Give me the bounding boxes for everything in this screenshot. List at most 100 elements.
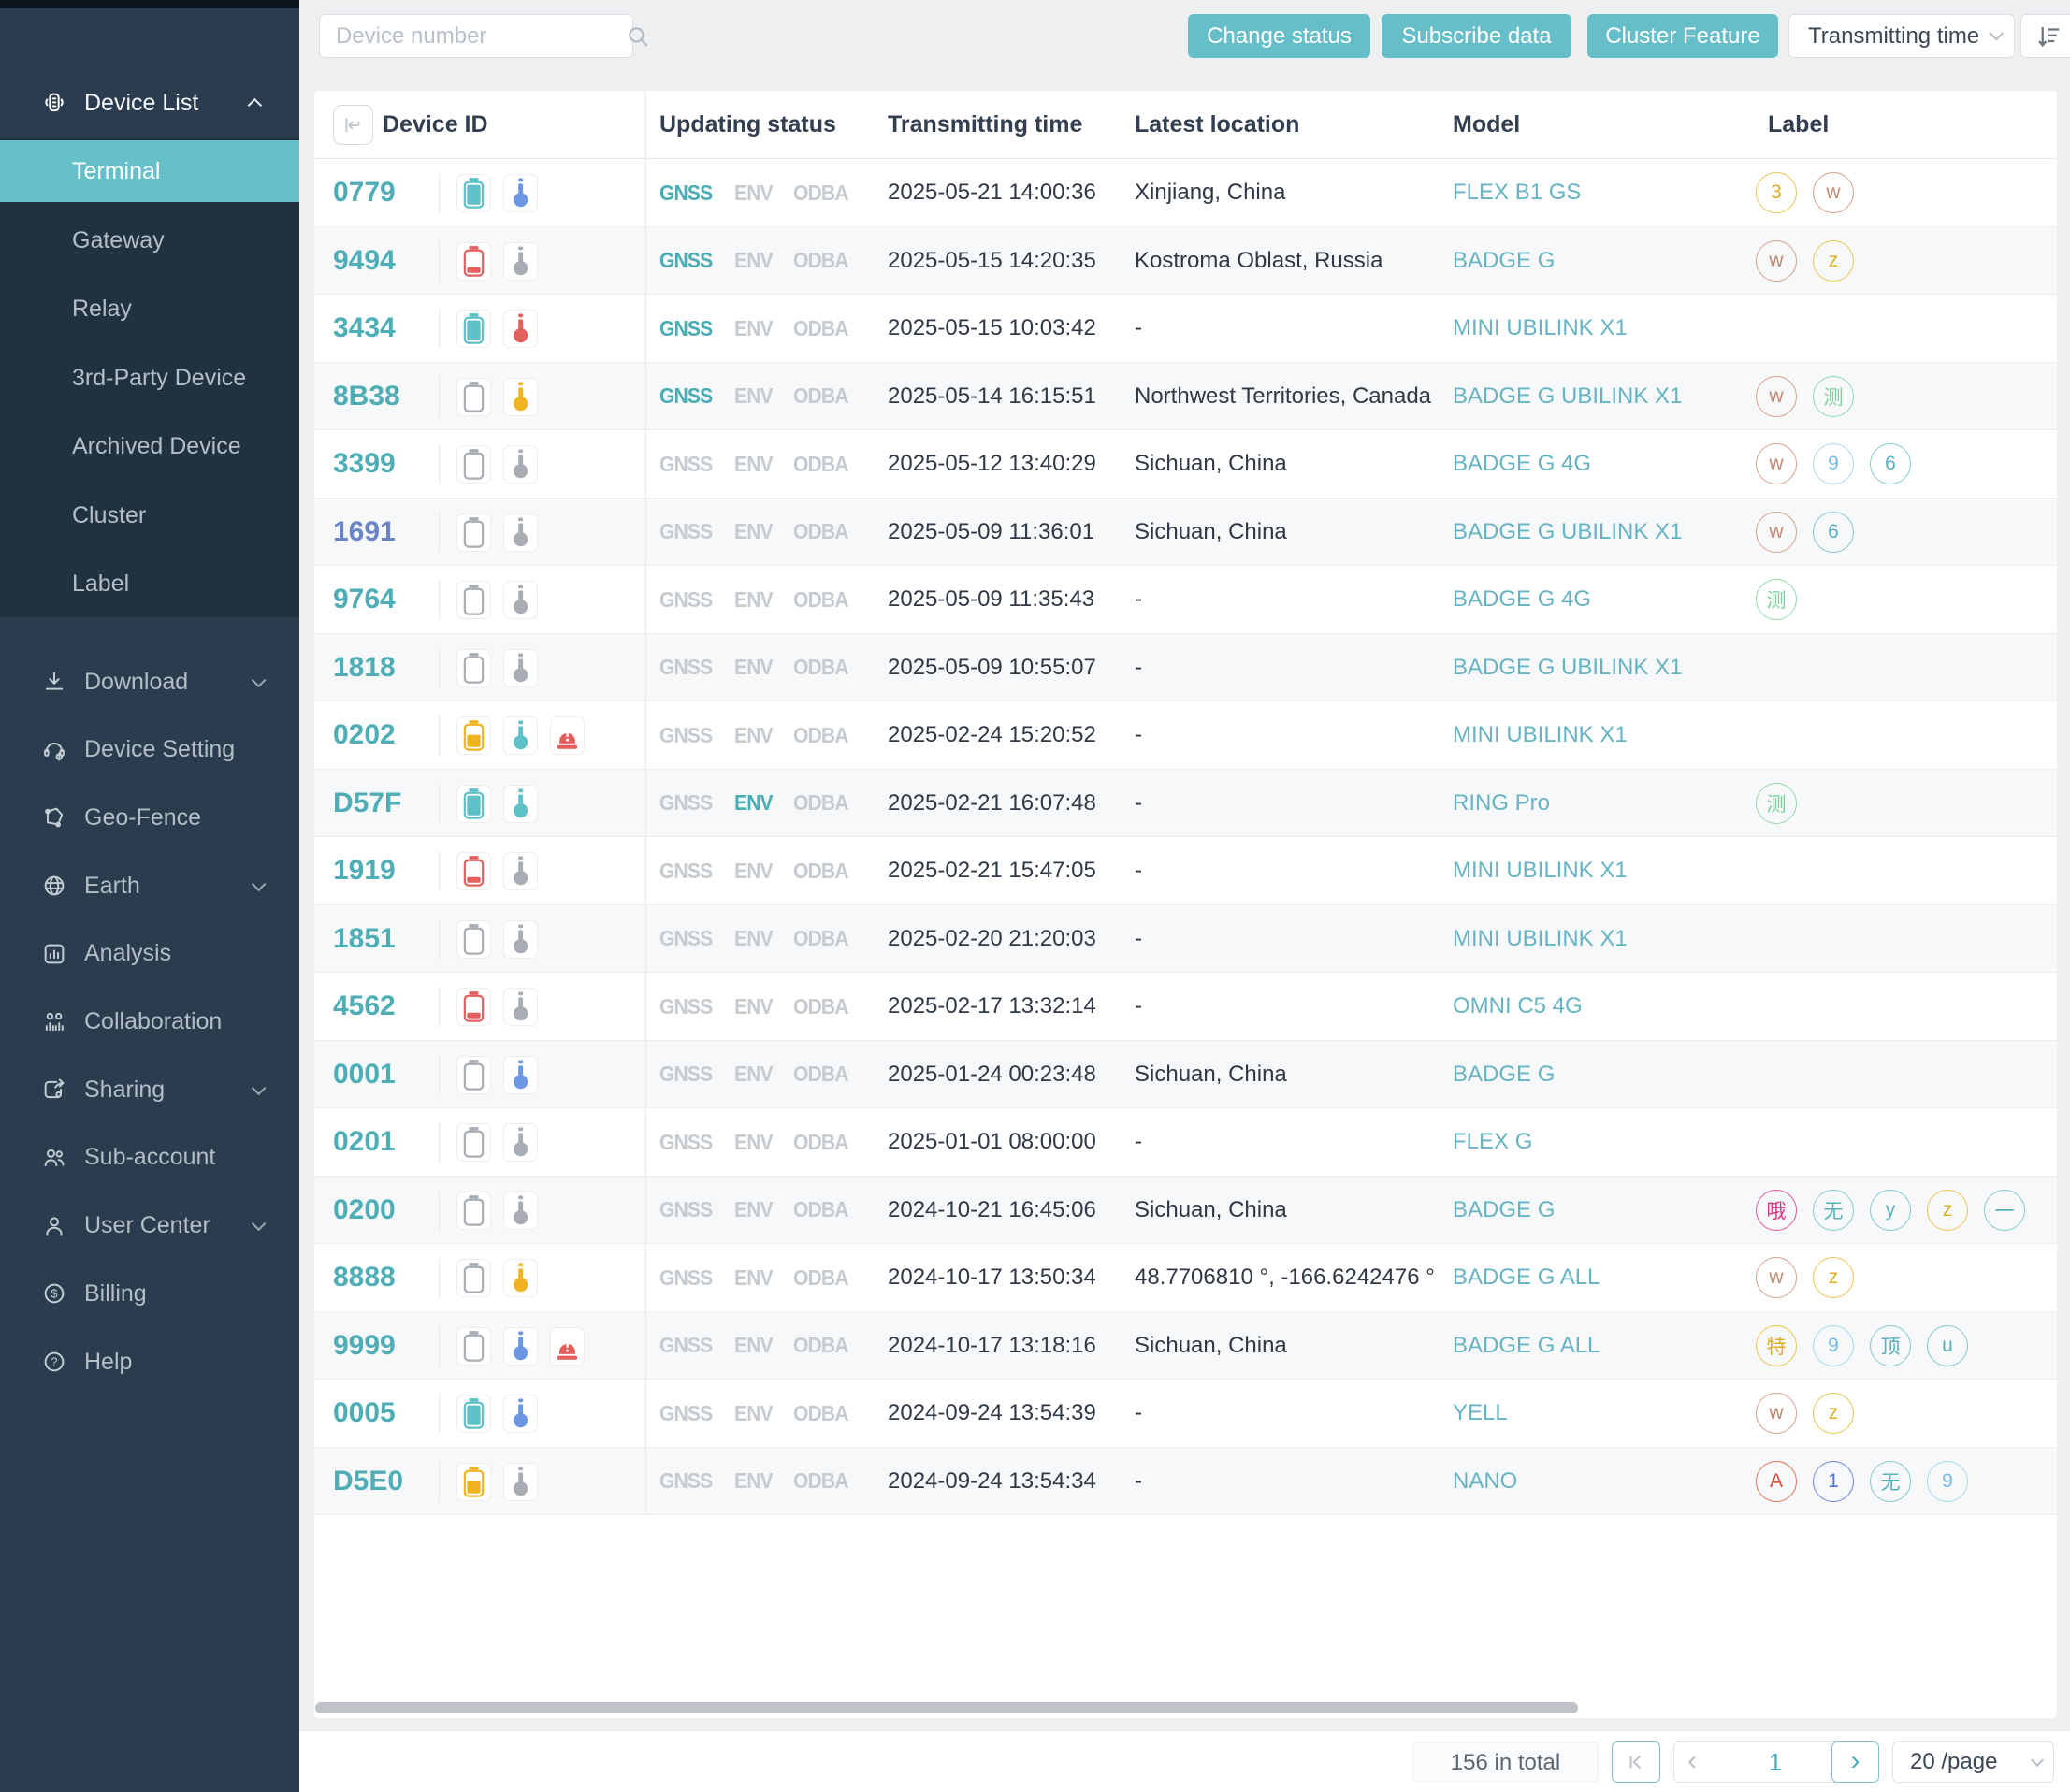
model-link[interactable]: MINI UBILINK X1 xyxy=(1453,722,1628,747)
sidebar-item-user-center[interactable]: User Center xyxy=(0,1195,299,1257)
model-link[interactable]: MINI UBILINK X1 xyxy=(1453,315,1628,340)
sidebar-item-sub-account[interactable]: Sub-account xyxy=(0,1127,299,1189)
sort-order-button[interactable] xyxy=(2020,14,2070,58)
model-link[interactable]: RING Pro xyxy=(1453,789,1551,816)
change-status-button[interactable]: Change status xyxy=(1188,14,1370,58)
model-link[interactable]: BADGE G xyxy=(1453,1061,1556,1087)
collapse-column-icon[interactable] xyxy=(333,105,373,145)
label-badge: 3 xyxy=(1756,172,1797,214)
device-id-link[interactable]: 4562 xyxy=(333,990,396,1021)
current-page[interactable]: 1 xyxy=(1768,1748,1783,1776)
sidebar-item-geo-fence[interactable]: Geo-Fence xyxy=(0,787,299,848)
device-id-link[interactable]: 9999 xyxy=(333,1329,396,1361)
page-size-select[interactable]: 20 /page xyxy=(1892,1741,2054,1783)
device-id-link[interactable]: 0005 xyxy=(333,1397,396,1428)
subscribe-data-button[interactable]: Subscribe data xyxy=(1382,14,1571,58)
battery-icon xyxy=(456,919,491,959)
device-id-link[interactable]: 8888 xyxy=(333,1262,396,1293)
device-id-link[interactable]: 9764 xyxy=(333,584,396,614)
next-page-button[interactable]: › xyxy=(1831,1741,1879,1783)
cell-divider xyxy=(439,715,440,756)
device-id-link[interactable]: 0201 xyxy=(333,1126,396,1157)
sort-field-select[interactable]: Transmitting time xyxy=(1788,14,2015,58)
model-link[interactable]: OMNI C5 4G xyxy=(1453,993,1583,1019)
status-tag-env: ENV xyxy=(734,926,774,951)
table-row: 0001 GNSS ENV ODBA 2025-01-24 00:23:48 Sichua… xyxy=(314,1040,2057,1108)
first-page-button[interactable] xyxy=(1612,1741,1660,1783)
model-link[interactable]: BADGE G UBILINK X1 xyxy=(1453,383,1683,409)
cell-divider xyxy=(439,783,440,824)
sidebar-item-earth[interactable]: Earth xyxy=(0,855,299,917)
model-link[interactable]: BADGE G ALL xyxy=(1453,1332,1600,1358)
sidebar-item-analysis[interactable]: Analysis xyxy=(0,923,299,985)
cell-divider xyxy=(439,1394,440,1434)
device-id-link[interactable]: D57F xyxy=(333,787,402,818)
thermometer-icon xyxy=(503,310,538,348)
device-id-link[interactable]: 8B38 xyxy=(333,380,400,412)
search-input[interactable] xyxy=(320,22,626,50)
sidebar-item-device-list[interactable]: Device List xyxy=(0,72,299,134)
device-id-link[interactable]: 0200 xyxy=(333,1193,396,1225)
search-icon[interactable] xyxy=(626,24,650,49)
cluster-feature-button[interactable]: Cluster Feature xyxy=(1587,14,1778,58)
status-tag-env: ENV xyxy=(734,519,774,544)
updating-status-tags: GNSS ENV ODBA xyxy=(659,566,853,634)
status-tag-odba: ODBA xyxy=(793,586,849,612)
model-link[interactable]: BADGE G xyxy=(1453,1196,1556,1222)
transmitting-time: 2024-10-21 16:45:06 xyxy=(888,1196,1096,1222)
cell-divider xyxy=(439,1461,440,1502)
device-id-link[interactable]: 0001 xyxy=(333,1058,396,1090)
model-link[interactable]: FLEX B1 GS xyxy=(1453,180,1582,205)
model-link[interactable]: MINI UBILINK X1 xyxy=(1453,858,1628,883)
device-id-link[interactable]: 0779 xyxy=(333,177,396,208)
status-tag-env: ENV xyxy=(734,180,774,205)
transmitting-time: 2024-10-17 13:18:16 xyxy=(888,1332,1096,1358)
updating-status-tags: GNSS ENV ODBA xyxy=(659,1448,853,1516)
device-id-link[interactable]: 3399 xyxy=(333,448,396,479)
sidebar-item-relay[interactable]: Relay xyxy=(72,296,132,322)
model-link[interactable]: BADGE G ALL xyxy=(1453,1265,1600,1290)
sidebar-item-label[interactable]: Label xyxy=(72,571,130,597)
status-tag-gnss: GNSS xyxy=(659,1265,713,1290)
model-link[interactable]: FLEX G xyxy=(1453,1129,1533,1154)
device-id-link[interactable]: 3434 xyxy=(333,312,396,343)
sidebar-item-device-setting[interactable]: Device Setting xyxy=(0,719,299,781)
table-row: 0201 GNSS ENV ODBA 2025-01-01 08:00:00 - FLEX … xyxy=(314,1108,2057,1177)
sidebar-item-archived-device[interactable]: Archived Device xyxy=(72,433,241,459)
label-badge: 哦 xyxy=(1756,1189,1797,1231)
device-id-link[interactable]: 9494 xyxy=(333,244,396,276)
status-tag-env: ENV xyxy=(734,993,774,1019)
device-id-link[interactable]: 1851 xyxy=(333,922,396,954)
sidebar-item-collaboration[interactable]: Collaboration xyxy=(0,991,299,1053)
sidebar-item-label: Collaboration xyxy=(84,1008,223,1034)
model-link[interactable]: BADGE G 4G xyxy=(1453,451,1592,476)
sidebar-item-3rd-party-device[interactable]: 3rd-Party Device xyxy=(72,364,247,391)
model-link[interactable]: NANO xyxy=(1453,1467,1518,1494)
model-link[interactable]: BADGE G UBILINK X1 xyxy=(1453,518,1683,544)
device-id-link[interactable]: D5E0 xyxy=(333,1465,404,1496)
device-id-link[interactable]: 0202 xyxy=(333,719,396,750)
thermometer-icon xyxy=(503,1326,538,1366)
label-badge: 测 xyxy=(1756,782,1797,824)
sidebar-item-download[interactable]: Download xyxy=(0,651,299,713)
model-link[interactable]: MINI UBILINK X1 xyxy=(1453,925,1628,951)
device-id-link[interactable]: 1818 xyxy=(333,651,396,683)
sidebar-item-help[interactable]: ? Help xyxy=(0,1331,299,1393)
device-id-link[interactable]: 1919 xyxy=(333,855,396,886)
model-link[interactable]: BADGE G xyxy=(1453,247,1556,273)
sidebar: Device List Terminal Gateway Relay 3rd-Part… xyxy=(0,0,299,1792)
device-id-link[interactable]: 1691 xyxy=(333,515,396,547)
sidebar-item-terminal[interactable]: Terminal xyxy=(0,140,299,202)
model-link[interactable]: BADGE G 4G xyxy=(1453,586,1592,612)
thermometer-icon xyxy=(503,1123,538,1162)
horizontal-scrollbar[interactable] xyxy=(315,1702,1578,1713)
sidebar-item-billing[interactable]: $ Billing xyxy=(0,1263,299,1324)
sidebar-item-gateway[interactable]: Gateway xyxy=(72,226,165,253)
label-badge: 9 xyxy=(1813,443,1854,485)
sidebar-item-sharing[interactable]: Sharing xyxy=(0,1059,299,1120)
sidebar-item-cluster[interactable]: Cluster xyxy=(72,501,147,528)
prev-page-button[interactable]: ‹ xyxy=(1687,1745,1697,1776)
model-link[interactable]: BADGE G UBILINK X1 xyxy=(1453,654,1683,680)
model-link[interactable]: YELL xyxy=(1453,1400,1508,1425)
latest-location: - xyxy=(1135,315,1142,340)
